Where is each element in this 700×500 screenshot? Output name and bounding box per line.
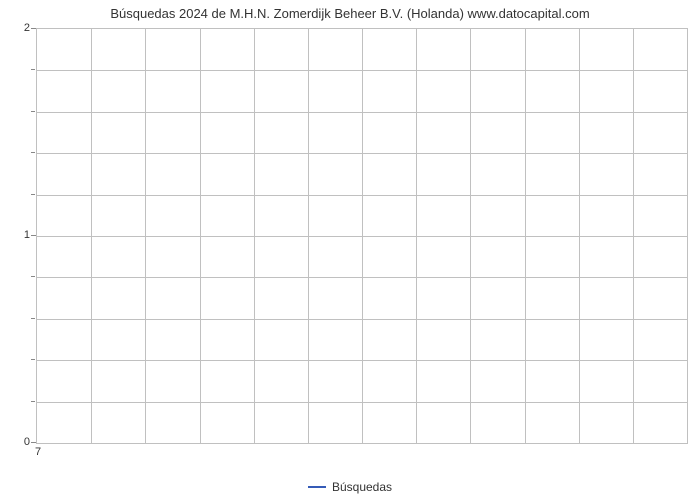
y-minor-tick-mark	[31, 194, 35, 195]
y-tick-label: 2	[6, 22, 30, 34]
y-minor-tick-mark	[31, 152, 35, 153]
gridline-vertical	[525, 29, 526, 443]
gridline-vertical	[416, 29, 417, 443]
legend-swatch	[308, 486, 326, 488]
chart-legend: Búsquedas	[0, 479, 700, 494]
gridline-vertical	[633, 29, 634, 443]
legend-label: Búsquedas	[332, 480, 392, 494]
gridline-vertical	[470, 29, 471, 443]
gridline-vertical	[362, 29, 363, 443]
y-minor-tick-mark	[31, 359, 35, 360]
gridline-vertical	[308, 29, 309, 443]
y-tick-label: 1	[6, 229, 30, 241]
y-minor-tick-mark	[31, 318, 35, 319]
y-minor-tick-mark	[31, 401, 35, 402]
y-tick-mark	[31, 235, 36, 236]
x-tick-label: 7	[35, 446, 41, 458]
y-minor-tick-mark	[31, 276, 35, 277]
y-minor-tick-mark	[31, 111, 35, 112]
chart-title: Búsquedas 2024 de M.H.N. Zomerdijk Behee…	[0, 6, 700, 21]
y-minor-tick-mark	[31, 69, 35, 70]
y-tick-label: 0	[6, 436, 30, 448]
line-chart: Búsquedas 2024 de M.H.N. Zomerdijk Behee…	[0, 0, 700, 500]
gridline-vertical	[145, 29, 146, 443]
gridline-vertical	[91, 29, 92, 443]
y-tick-mark	[31, 28, 36, 29]
gridline-vertical	[254, 29, 255, 443]
plot-area	[36, 28, 688, 444]
y-tick-mark	[31, 442, 36, 443]
gridline-vertical	[579, 29, 580, 443]
gridline-vertical	[200, 29, 201, 443]
